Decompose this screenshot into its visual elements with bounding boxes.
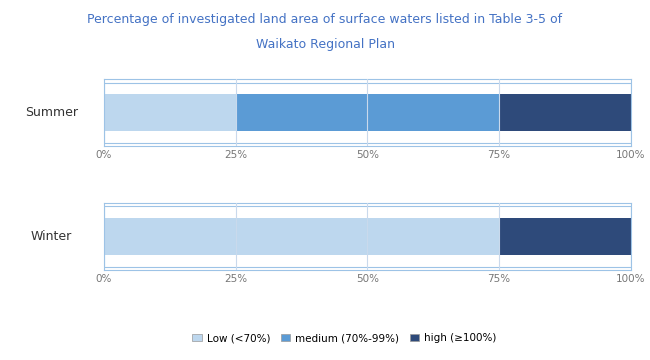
Bar xyxy=(104,94,235,131)
Bar xyxy=(104,218,499,255)
Bar xyxy=(499,94,630,131)
Legend: Low (<70%), medium (70%-99%), high (≥100%): Low (<70%), medium (70%-99%), high (≥100… xyxy=(188,329,501,348)
Text: Percentage of investigated land area of surface waters listed in Table 3-5 of: Percentage of investigated land area of … xyxy=(88,13,562,26)
Text: Waikato Regional Plan: Waikato Regional Plan xyxy=(255,38,395,51)
Bar xyxy=(499,218,630,255)
Bar xyxy=(235,94,499,131)
Y-axis label: Summer: Summer xyxy=(25,106,78,119)
Y-axis label: Winter: Winter xyxy=(31,230,72,243)
